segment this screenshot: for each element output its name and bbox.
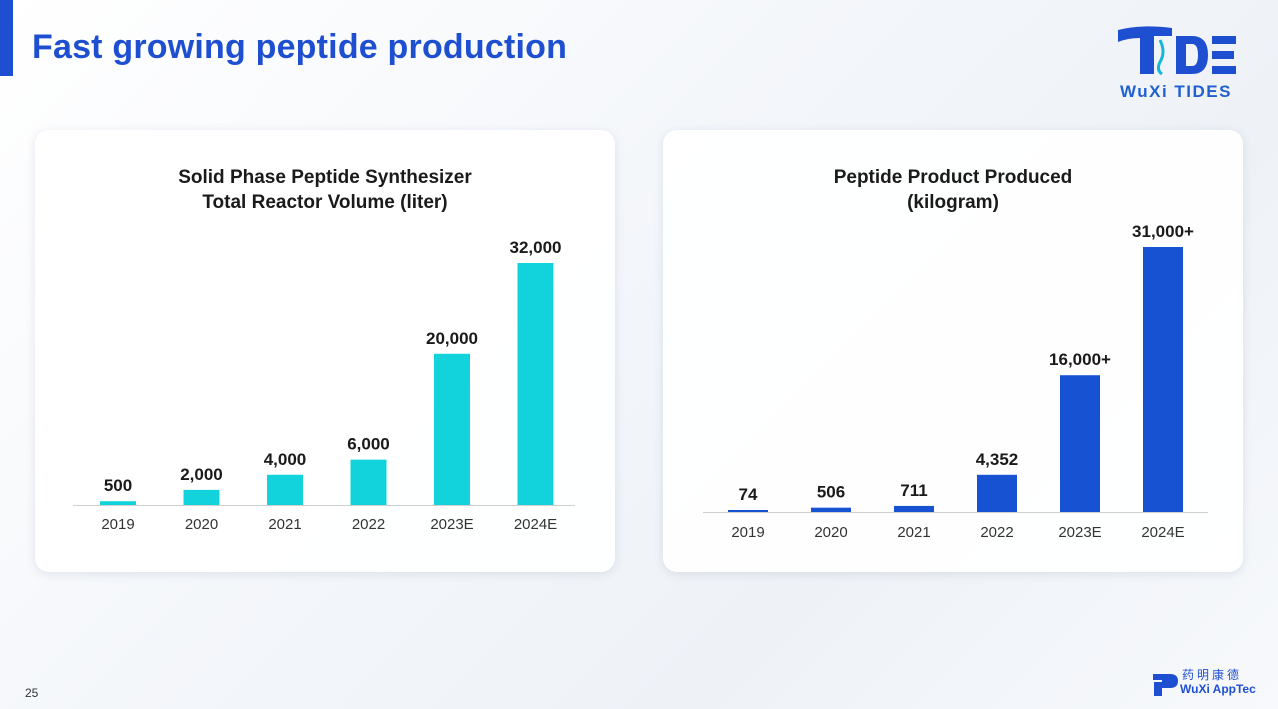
tides-logo-text: WuXi TIDES: [1120, 82, 1232, 101]
bar: [517, 263, 554, 505]
peptide-produced-chart: Peptide Product Produced (kilogram) 74 2019…: [703, 167, 1208, 541]
x-tick-label: 2023E: [430, 516, 473, 533]
bar: [350, 459, 387, 505]
chart-title-line: Peptide Product Produced: [834, 167, 1073, 188]
x-tick-label: 2024E: [514, 516, 557, 533]
x-tick-label: 2024E: [1141, 524, 1184, 541]
x-tick-label: 2023E: [1058, 524, 1101, 541]
data-label: 4,000: [264, 450, 307, 469]
wuxi-tides-logo: WuXi TIDES: [1110, 22, 1250, 104]
data-label: 2,000: [180, 465, 223, 484]
x-tick-label: 2021: [268, 516, 301, 533]
chart-title-line: Solid Phase Peptide Synthesizer: [178, 167, 472, 188]
page-number: 25: [25, 686, 39, 700]
reactor-volume-chart: Solid Phase Peptide Synthesizer Total Rea…: [73, 167, 575, 533]
chart-card-peptide-produced: Peptide Product Produced (kilogram) 74 2019…: [663, 130, 1243, 572]
data-label: 74: [739, 485, 758, 504]
data-label: 31,000+: [1132, 222, 1194, 241]
wuxi-apptec-logo: 药明康德 WuXi AppTec: [1150, 666, 1265, 700]
bar: [977, 474, 1017, 512]
bar: [183, 489, 220, 505]
x-tick-label: 2022: [980, 524, 1013, 541]
chart-title-line: (kilogram): [907, 192, 999, 213]
title-accent-bar: [0, 0, 13, 76]
data-label: 506: [817, 483, 845, 502]
data-label: 20,000: [426, 329, 478, 348]
data-label: 32,000: [510, 238, 562, 257]
data-label: 711: [900, 481, 927, 500]
apptec-logo-en: WuXi AppTec: [1180, 682, 1256, 696]
x-tick-label: 2022: [352, 516, 385, 533]
bar: [728, 510, 768, 512]
x-tick-label: 2019: [101, 516, 134, 533]
x-tick-label: 2020: [185, 516, 218, 533]
apptec-logo-cn: 药明康德: [1182, 668, 1243, 682]
data-label: 500: [104, 476, 132, 495]
bar: [100, 501, 136, 505]
data-label: 4,352: [976, 450, 1019, 469]
tides-logo-mark: [1118, 26, 1236, 76]
bar: [267, 474, 303, 505]
bar: [811, 507, 851, 512]
bar: [894, 505, 934, 512]
data-label: 16,000+: [1049, 350, 1111, 369]
x-tick-label: 2019: [731, 524, 764, 541]
data-label: 6,000: [347, 435, 390, 454]
x-tick-label: 2020: [814, 524, 847, 541]
bar: [1060, 375, 1100, 512]
chart-title-line: Total Reactor Volume (liter): [202, 192, 447, 213]
apptec-logo-mark: [1153, 674, 1178, 696]
page-title: Fast growing peptide production: [32, 28, 568, 66]
bar: [1143, 247, 1183, 512]
chart-card-reactor-volume: Solid Phase Peptide Synthesizer Total Rea…: [35, 130, 615, 572]
x-tick-label: 2021: [897, 524, 930, 541]
bar: [434, 353, 470, 505]
